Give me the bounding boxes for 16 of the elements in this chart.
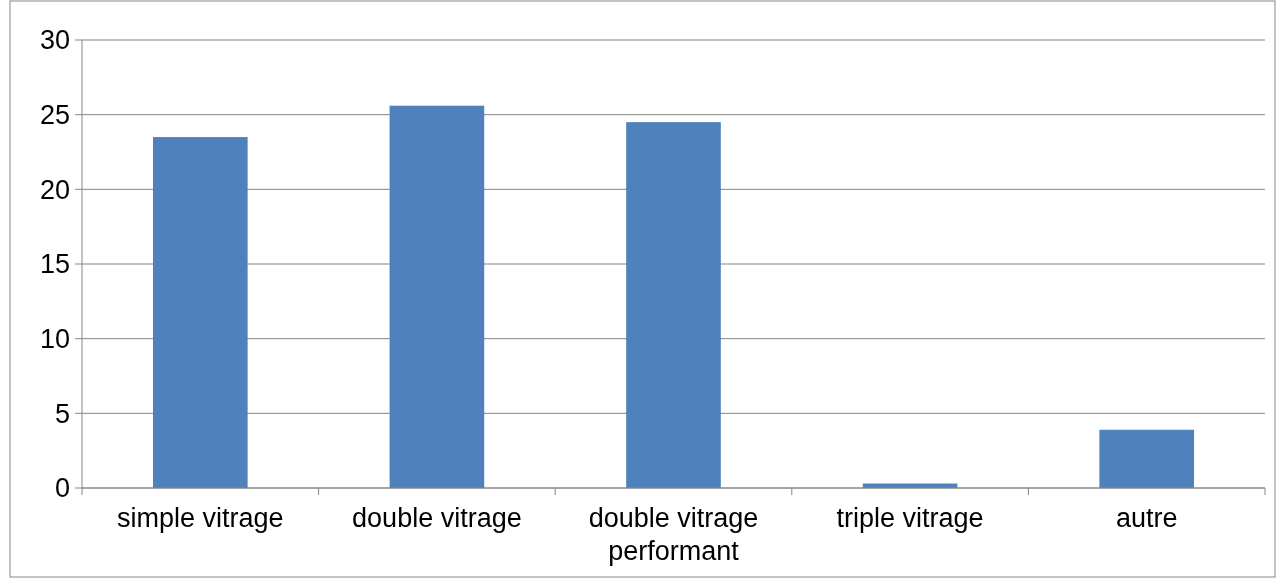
- bar: [626, 122, 721, 488]
- y-tick-label: 30: [39, 25, 70, 56]
- y-tick-label: 20: [39, 174, 70, 205]
- x-tick-label: autre: [1115, 503, 1178, 533]
- x-tick-label: triple vitrage: [836, 503, 984, 533]
- x-tick-label: double vitrage: [352, 503, 522, 533]
- x-tick-label: double vitrage performant: [588, 503, 759, 566]
- y-tick-label: 5: [54, 398, 70, 429]
- x-tick-label: simple vitrage: [117, 503, 284, 533]
- y-tick-label: 10: [39, 324, 70, 355]
- y-tick-label: 25: [39, 100, 70, 131]
- bar: [389, 105, 485, 488]
- bar: [1099, 429, 1195, 488]
- bar: [152, 137, 248, 488]
- y-tick-label: 15: [39, 249, 70, 280]
- y-tick-label: 0: [54, 473, 70, 504]
